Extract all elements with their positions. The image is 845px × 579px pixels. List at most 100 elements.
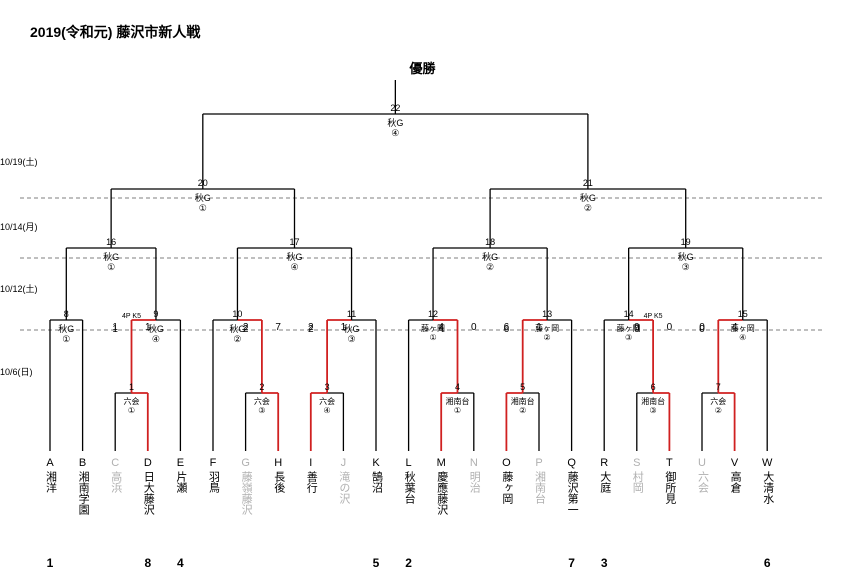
match-number: 13 <box>542 309 552 319</box>
team-name: 大清水 <box>762 471 773 504</box>
match-number: 22 <box>390 103 400 113</box>
score: 1 <box>145 322 151 333</box>
match-venue: 秋G ① <box>58 324 74 345</box>
team-name: 藤ヶ岡 <box>501 471 512 504</box>
score: 4 <box>438 322 444 333</box>
team-letter: R <box>600 457 608 469</box>
team-name: 御所見 <box>664 471 675 504</box>
pk-note: 4P K5 <box>644 313 663 320</box>
match-number: 20 <box>198 178 208 188</box>
match-number: 16 <box>106 237 116 247</box>
team-letter: P <box>535 457 542 469</box>
score: 4 <box>732 322 738 333</box>
team-letter: E <box>177 457 184 469</box>
match-number: 5 <box>520 382 525 392</box>
team-name: 湘南台 <box>534 471 545 504</box>
team-letter: B <box>79 457 86 469</box>
match-number: 12 <box>428 309 438 319</box>
date-label: 10/12(土) <box>0 282 839 295</box>
team-letter: V <box>731 457 738 469</box>
match-venue: 六会 ① <box>124 397 140 415</box>
team-seed: 5 <box>373 556 380 570</box>
match-venue: 秋G ④ <box>387 118 403 139</box>
match-number: 18 <box>485 237 495 247</box>
team-name: 高倉 <box>729 471 740 493</box>
match-venue: 秋G ① <box>103 252 119 273</box>
team-name: 長後 <box>273 471 284 493</box>
match-number: 7 <box>716 382 721 392</box>
match-venue: 湘南台 ① <box>446 397 470 415</box>
match-venue: 秋G ① <box>195 193 211 214</box>
team-seed: 6 <box>764 556 771 570</box>
team-name: 湘洋 <box>45 471 56 493</box>
match-number: 19 <box>681 237 691 247</box>
team-name: 鵠沼 <box>371 471 382 493</box>
team-name: 村岡 <box>631 471 642 493</box>
team-letter: Q <box>567 457 576 469</box>
team-name: 秋葉台 <box>403 471 414 504</box>
team-letter: I <box>309 457 312 469</box>
team-letter: S <box>633 457 640 469</box>
pk-note: 4P K5 <box>122 313 141 320</box>
score: 2 <box>243 322 249 333</box>
team-name: 日大藤沢 <box>142 471 153 515</box>
team-name: 慶應藤沢 <box>436 471 447 515</box>
team-name: 滝の沢 <box>338 471 349 504</box>
score: 0 <box>471 322 477 333</box>
score: 0 <box>634 322 640 333</box>
match-number: 11 <box>347 309 356 319</box>
team-seed: 4 <box>177 556 184 570</box>
match-venue: 湘南台 ② <box>511 397 535 415</box>
match-number: 3 <box>325 382 330 392</box>
match-number: 21 <box>583 178 593 188</box>
team-name: 明治 <box>468 471 479 493</box>
team-letter: F <box>210 457 217 469</box>
team-letter: H <box>274 457 282 469</box>
match-venue: 秋G ② <box>580 193 596 214</box>
team-name: 高浜 <box>110 471 121 493</box>
team-name: 六会 <box>697 471 708 493</box>
match-number: 14 <box>624 309 634 319</box>
match-number: 17 <box>289 237 299 247</box>
score: 1 <box>536 322 542 333</box>
match-venue: 湘南台 ③ <box>641 397 665 415</box>
team-seed: 2 <box>405 556 412 570</box>
team-letter: L <box>406 457 412 469</box>
team-name: 藤沢第一 <box>566 471 577 515</box>
team-letter: W <box>762 457 772 469</box>
team-letter: O <box>502 457 511 469</box>
team-seed: 8 <box>144 556 151 570</box>
score: 2 <box>308 322 314 333</box>
match-venue: 六会 ② <box>710 397 726 415</box>
team-seed: 3 <box>601 556 608 570</box>
team-seed: 7 <box>568 556 575 570</box>
match-venue: 六会 ③ <box>254 397 270 415</box>
match-number: 4 <box>455 382 460 392</box>
team-letter: T <box>666 457 673 469</box>
date-label: 10/14(月) <box>0 220 839 233</box>
score: 6 <box>504 322 510 333</box>
match-venue: 六会 ④ <box>319 397 335 415</box>
team-letter: U <box>698 457 706 469</box>
team-letter: J <box>341 457 347 469</box>
match-venue: 秋G ③ <box>678 252 694 273</box>
score: 1 <box>112 322 118 333</box>
match-venue: 秋G ② <box>482 252 498 273</box>
score: 1 <box>341 322 347 333</box>
match-number: 2 <box>259 382 264 392</box>
team-letter: M <box>437 457 446 469</box>
team-name: 湘南学園 <box>77 471 88 515</box>
team-letter: K <box>372 457 379 469</box>
team-name: 片瀬 <box>175 471 186 493</box>
team-letter: N <box>470 457 478 469</box>
date-label: 10/19(土) <box>0 155 839 168</box>
score: 7 <box>275 322 281 333</box>
team-letter: D <box>144 457 152 469</box>
score: 0 <box>699 322 705 333</box>
team-name: 善行 <box>305 471 316 493</box>
match-venue: 秋G ④ <box>286 252 302 273</box>
match-number: 15 <box>738 309 748 319</box>
match-number: 9 <box>153 309 158 319</box>
team-name: 大庭 <box>599 471 610 493</box>
score: 0 <box>667 322 673 333</box>
